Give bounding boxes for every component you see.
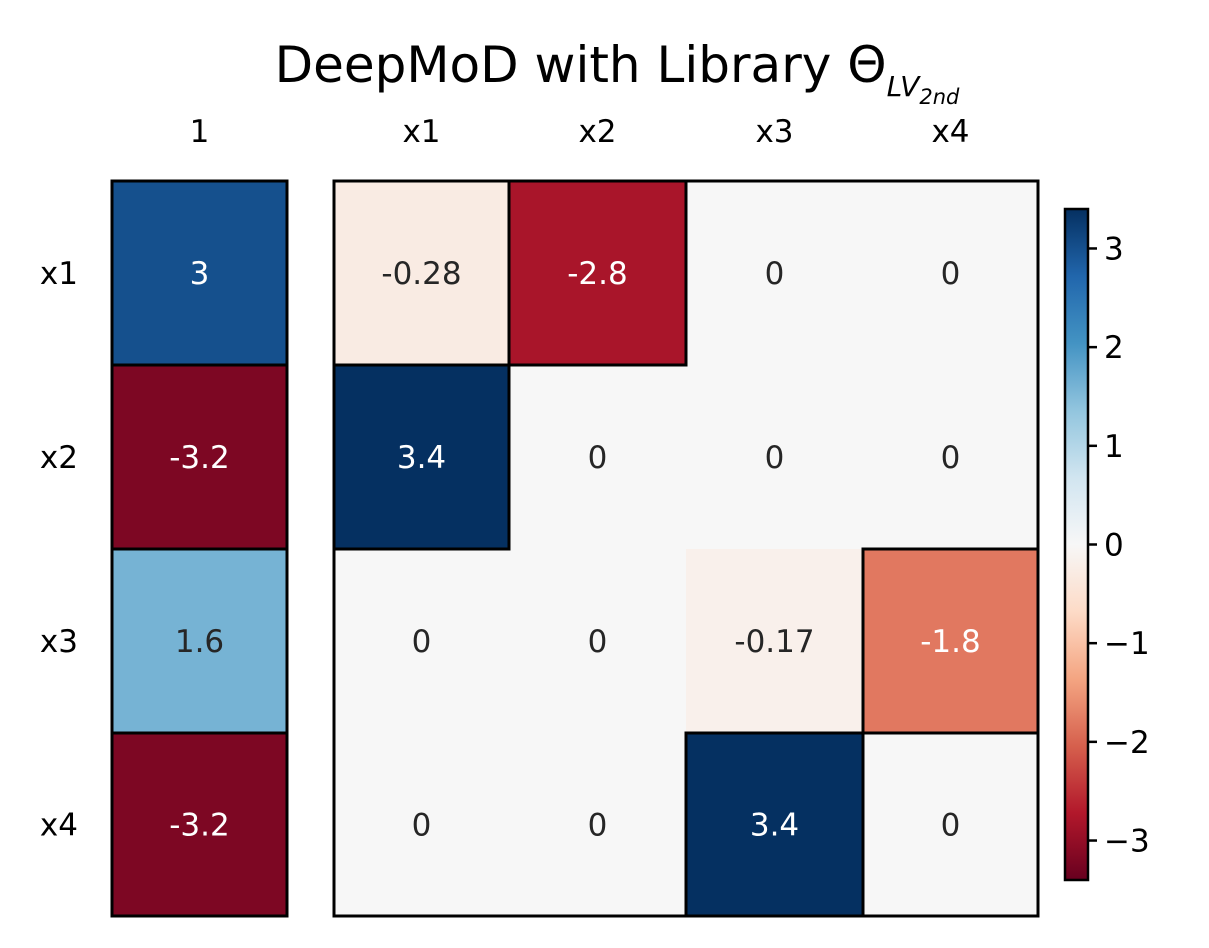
chart-title-sub-subscript: 2nd	[919, 85, 960, 109]
interaction-cell-label: -0.28	[381, 256, 461, 292]
interaction-column-label: x1	[402, 114, 440, 150]
interaction-cell	[334, 733, 509, 916]
interaction-cell-label: 0	[588, 440, 608, 476]
row-label: x2	[40, 440, 78, 476]
interaction-cell	[863, 549, 1038, 733]
colorbar-tick-label: −1	[1104, 626, 1150, 662]
constant-cell	[112, 733, 287, 916]
row-label: x3	[40, 624, 78, 660]
interaction-cell	[334, 365, 509, 549]
row-label: x4	[40, 808, 78, 844]
interaction-cell-label: 0	[588, 624, 608, 660]
interaction-cell	[686, 181, 863, 365]
constant-frame	[110, 179, 289, 918]
interaction-cell	[334, 181, 509, 365]
interaction-cell	[863, 181, 1038, 365]
interaction-heatmap: -0.28 -2.8 0 0 3.4 0 0 0 0 0 -0.17 -1.8 0 0 3.4 0 x1 x2 x3…	[332, 114, 1040, 918]
colorbar: 3 2 1 0 −1 −2 −3	[1063, 207, 1150, 882]
interaction-cell	[509, 549, 686, 733]
constant-column-label: 1	[190, 114, 210, 150]
colorbar-tick-label: 0	[1104, 528, 1124, 564]
colorbar-tick-label: 3	[1104, 231, 1124, 267]
interaction-cell-label: -1.8	[920, 624, 981, 660]
colorbar-tick-label: −3	[1104, 824, 1150, 860]
interaction-cell	[686, 365, 863, 549]
constant-cell-label: 3	[190, 256, 210, 292]
interaction-cell-label: 0	[765, 440, 785, 476]
constant-cell	[112, 365, 287, 549]
interaction-cell-label: 0	[941, 440, 961, 476]
interaction-cell-label: -2.8	[567, 256, 628, 292]
interaction-cell	[863, 365, 1038, 549]
interaction-cell-label: -0.17	[734, 624, 814, 660]
interaction-frame	[332, 179, 1040, 918]
interaction-cell	[509, 365, 686, 549]
interaction-cell	[334, 549, 509, 733]
colorbar-tick-label: −2	[1104, 725, 1150, 761]
interaction-cell-label: 3.4	[397, 440, 446, 476]
interaction-cell	[686, 549, 863, 733]
interaction-cell-label: 0	[588, 808, 608, 844]
interaction-cell	[509, 733, 686, 916]
constant-cell	[112, 549, 287, 733]
interaction-cell-label: 0	[412, 808, 432, 844]
interaction-cell-label: 0	[412, 624, 432, 660]
interaction-cell	[686, 733, 863, 916]
colorbar-gradient	[1063, 207, 1090, 882]
constant-term-heatmap: 3 -3.2 1.6 -3.2 1 x1 x2 x3 x4	[40, 114, 289, 918]
colorbar-tick-label: 1	[1104, 429, 1124, 465]
constant-cell-label: -3.2	[169, 808, 230, 844]
chart-title: DeepMoD with Library ΘLV2nd	[275, 36, 960, 109]
interaction-cell-label: 0	[765, 256, 785, 292]
interaction-cell	[863, 733, 1038, 916]
constant-cell-label: -3.2	[169, 440, 230, 476]
interaction-column-label: x3	[755, 114, 793, 150]
row-label: x1	[40, 256, 78, 292]
interaction-cell-label: 0	[941, 256, 961, 292]
chart-title-text: DeepMoD with Library Θ	[275, 36, 887, 94]
interaction-cell-label: 0	[941, 808, 961, 844]
interaction-column-label: x2	[578, 114, 616, 150]
constant-cell-label: 1.6	[175, 624, 224, 660]
constant-cell	[112, 181, 287, 365]
interaction-cell-label: 3.4	[750, 808, 799, 844]
colorbar-tick-label: 2	[1104, 330, 1124, 366]
chart-title-subscript: LV	[887, 70, 922, 103]
interaction-cell	[509, 181, 686, 365]
interaction-column-label: x4	[931, 114, 969, 150]
